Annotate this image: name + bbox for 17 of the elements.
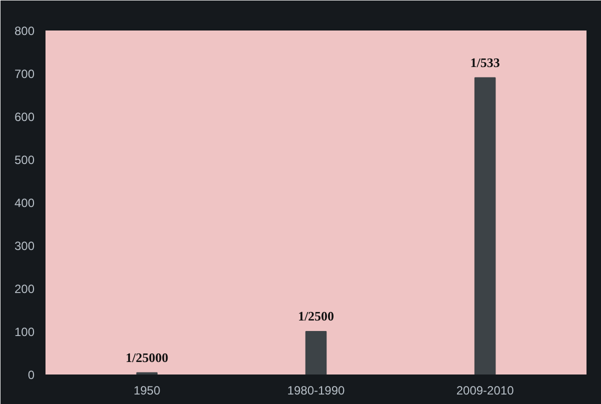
bar [474,77,496,374]
y-tick-label: 400 [14,196,35,210]
y-tick-label: 700 [14,67,35,81]
x-tick-label: 2009-2010 [456,384,514,398]
data-label: 1/533 [470,54,500,70]
y-tick-label: 300 [14,239,35,253]
y-tick-label: 200 [14,282,35,296]
y-tick-label: 100 [14,325,35,339]
data-label: 1/25000 [126,350,168,365]
x-tick-label: 1950 [134,384,161,398]
y-tick-label: 800 [14,24,35,38]
data-label: 1/2500 [298,308,334,324]
y-tick-label: 0 [28,368,35,382]
bar [305,331,327,374]
x-tick-label: 1980-1990 [287,384,346,398]
y-tick-label: 600 [14,110,35,124]
y-tick-label: 500 [14,153,35,167]
